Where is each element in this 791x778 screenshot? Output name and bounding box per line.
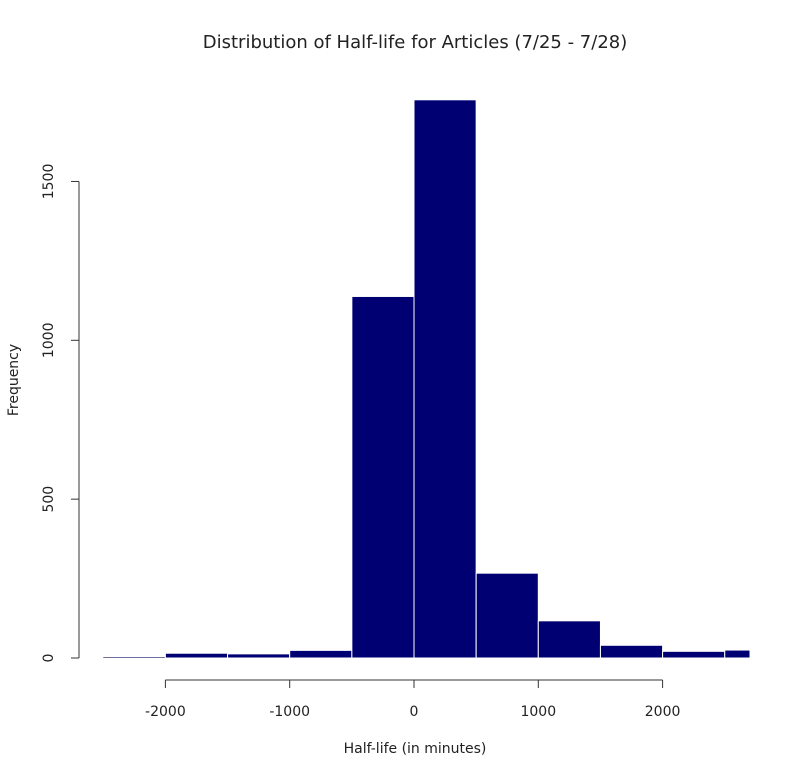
y-axis: 0 500 1000 1500 [41,164,80,663]
histogram-bar [164,652,229,659]
histogram-bar [475,572,539,659]
histogram-bar [227,653,291,659]
x-axis-tick-label: -2000 [145,704,186,720]
x-axis-label: Half-life (in minutes) [344,741,487,757]
histogram-bar [289,649,353,659]
x-axis: -2000 -1000 0 1000 2000 [145,679,681,720]
x-axis-tick-label: 2000 [645,704,681,720]
histogram-bars [103,99,751,659]
x-axis-tick-label: -1000 [269,704,310,720]
x-axis-tick-label: 1000 [520,704,556,720]
y-axis-tick-label: 0 [41,654,57,663]
histogram-bar [351,295,415,659]
histogram-bar [413,99,477,659]
histogram-bar [537,620,601,659]
histogram-bar [103,657,166,658]
y-axis-tick-label: 1000 [41,322,57,358]
x-axis-tick-label: 0 [410,704,419,720]
histogram-bar [599,644,664,659]
chart-title: Distribution of Half-life for Articles (… [203,32,628,53]
y-axis-tick-label: 500 [41,486,57,513]
y-axis-label: Frequency [6,344,22,416]
histogram-bar [724,649,751,659]
y-axis-tick-label: 1500 [41,164,57,200]
histogram-bar [662,650,726,659]
